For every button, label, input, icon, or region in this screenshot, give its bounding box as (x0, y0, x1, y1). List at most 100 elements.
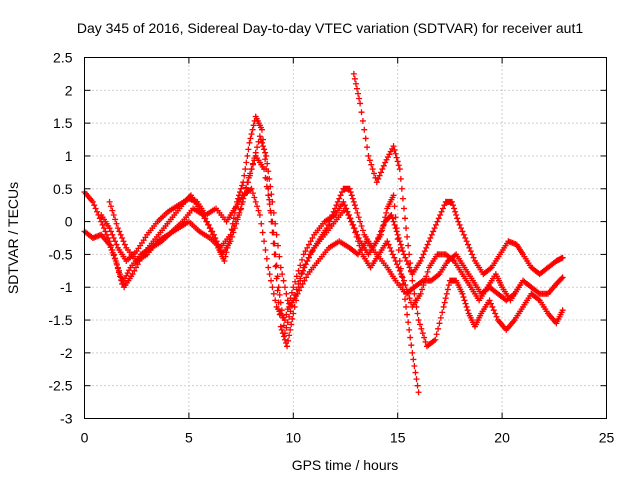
data-point (252, 198, 259, 205)
data-point (243, 159, 250, 166)
data-point (352, 228, 359, 235)
data-point (375, 235, 382, 241)
data-point (441, 299, 448, 306)
data-point (442, 295, 449, 302)
data-point (238, 185, 245, 192)
data-point (434, 218, 441, 225)
data-point (270, 229, 277, 236)
data-point (250, 122, 257, 129)
data-point (398, 271, 405, 278)
data-point (292, 278, 299, 285)
data-point (210, 231, 217, 238)
series-track-2 (350, 70, 566, 350)
data-point (559, 307, 566, 314)
data-point (396, 166, 403, 173)
data-point (276, 253, 283, 260)
data-point (411, 362, 418, 369)
data-point (266, 271, 273, 278)
data-point (272, 220, 279, 227)
data-point (108, 247, 115, 254)
data-point (395, 235, 402, 241)
data-point (274, 273, 281, 280)
data-point (349, 195, 356, 202)
data-point (229, 227, 236, 234)
data-point (281, 336, 288, 343)
data-point (207, 225, 214, 232)
data-point (290, 284, 297, 291)
data-point (91, 202, 98, 209)
data-point (394, 231, 401, 238)
data-point (272, 297, 279, 304)
data-point (249, 126, 256, 133)
data-point (222, 253, 229, 260)
data-point (350, 221, 357, 228)
data-point (397, 241, 404, 248)
data-point (345, 212, 352, 219)
data-point (262, 149, 269, 156)
data-point (254, 203, 261, 210)
data-point (390, 143, 397, 150)
data-point (400, 251, 407, 258)
data-point (258, 126, 265, 133)
data-point (406, 295, 413, 302)
data-point (358, 222, 365, 229)
data-point (391, 254, 398, 261)
data-point (261, 146, 268, 153)
data-point (251, 194, 258, 201)
data-point (236, 209, 243, 216)
data-point (373, 238, 380, 245)
data-point (283, 290, 290, 297)
data-point (395, 264, 402, 271)
data-point (209, 228, 216, 235)
data-point (281, 317, 288, 324)
data-point (337, 192, 344, 199)
data-point (305, 254, 312, 261)
data-point (372, 174, 379, 181)
data-point (262, 156, 269, 163)
data-point (275, 284, 282, 291)
data-point (409, 277, 416, 284)
data-point (376, 231, 383, 238)
data-point (379, 166, 386, 173)
x-tick-label: 20 (494, 430, 510, 446)
data-point (441, 202, 448, 209)
data-point (368, 161, 375, 168)
data-point (359, 117, 366, 124)
data-point (417, 257, 424, 264)
data-point (403, 303, 410, 310)
data-point (270, 290, 277, 297)
data-point (420, 282, 427, 289)
data-point (309, 235, 316, 241)
data-point (134, 261, 141, 268)
data-point (277, 299, 284, 306)
data-point (106, 225, 113, 232)
data-point (392, 225, 399, 232)
data-point (377, 169, 384, 176)
data-point (396, 238, 403, 245)
y-tick-label: 0 (65, 214, 73, 230)
data-point (437, 212, 444, 219)
data-point (238, 205, 245, 212)
data-point (355, 214, 362, 221)
data-point (120, 238, 127, 245)
data-point (492, 310, 499, 317)
series-track-4 (98, 185, 566, 324)
data-point (432, 221, 439, 228)
data-point (246, 172, 253, 179)
data-point (443, 290, 450, 297)
data-point (261, 238, 268, 245)
data-point (414, 310, 421, 317)
data-point (102, 228, 109, 235)
data-point (463, 238, 470, 245)
data-point (288, 289, 295, 296)
data-point (392, 150, 399, 157)
data-point (283, 311, 290, 318)
data-point (228, 226, 235, 233)
data-point (393, 154, 400, 161)
data-point (391, 221, 398, 228)
data-point (115, 269, 122, 276)
data-point (422, 338, 429, 345)
data-point (241, 172, 248, 179)
data-point (305, 241, 312, 248)
